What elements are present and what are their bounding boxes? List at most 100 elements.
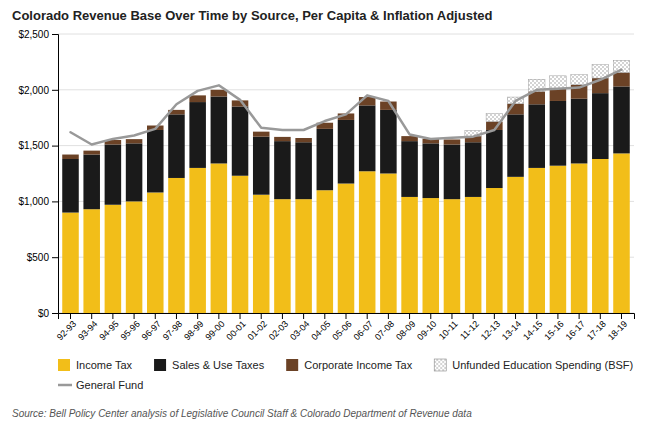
bar <box>592 93 609 159</box>
bar <box>317 190 334 313</box>
tick-mark <box>52 257 58 258</box>
bar <box>189 168 206 313</box>
tick-label: 18-19 <box>606 319 629 342</box>
tick: 93-94 <box>76 313 99 342</box>
tick-label: 95-96 <box>119 319 142 342</box>
bar <box>232 176 249 313</box>
bar <box>274 136 291 137</box>
tick-mark <box>303 313 304 319</box>
tick-label: 16-17 <box>564 319 587 342</box>
tick: $1,000 <box>18 196 58 207</box>
tick-mark <box>282 313 283 319</box>
tick-label: 12-13 <box>479 319 502 342</box>
bar <box>83 150 100 151</box>
tick: 06-07 <box>352 313 375 342</box>
legend-swatch <box>434 359 446 371</box>
tick: 16-17 <box>564 313 587 342</box>
bar <box>83 209 100 313</box>
tick-mark <box>52 34 58 35</box>
bar <box>401 141 418 197</box>
tick-mark <box>70 313 71 319</box>
bar <box>338 120 355 184</box>
legend-item: Unfunded Education Spending (BSF) <box>434 359 633 371</box>
legend-item: Sales & Use Taxes <box>154 359 265 371</box>
tick-mark <box>218 313 219 319</box>
bar <box>338 184 355 313</box>
bar <box>465 142 482 197</box>
bar <box>147 125 164 126</box>
tick: 14-15 <box>521 313 544 342</box>
tick: 04-05 <box>309 313 332 342</box>
bar <box>62 155 79 159</box>
bar <box>189 95 206 102</box>
bar <box>126 139 143 140</box>
tick: 99-00 <box>203 313 226 342</box>
bar-series <box>465 60 630 136</box>
tick: $1,500 <box>18 140 58 151</box>
legend-item: Income Tax <box>58 359 133 371</box>
y-axis: $0$500$1,000$1,500$2,000$2,500 <box>18 29 58 319</box>
grid <box>58 34 634 313</box>
bar <box>444 144 461 199</box>
tick: 00-01 <box>224 313 247 342</box>
bar <box>232 107 249 176</box>
legend-swatch <box>286 359 298 371</box>
bar <box>423 198 440 313</box>
bar <box>62 213 79 313</box>
plot: $0$500$1,000$1,500$2,000$2,50092-9393-94… <box>18 29 634 342</box>
bar <box>168 114 185 178</box>
tick-label: 17-18 <box>585 319 608 342</box>
bar-series <box>62 73 630 159</box>
bar <box>274 199 291 313</box>
tick: 02-03 <box>267 313 290 342</box>
bar <box>444 199 461 313</box>
legend-label: Corporate Income Tax <box>304 359 413 371</box>
chart: $0$500$1,000$1,500$2,000$2,50092-9393-94… <box>0 0 650 425</box>
bar <box>465 197 482 313</box>
tick-mark <box>388 313 389 319</box>
tick-label: 05-06 <box>330 319 353 342</box>
bar <box>105 144 122 204</box>
tick-label: 02-03 <box>267 319 290 342</box>
tick-label: $1,000 <box>18 196 49 207</box>
tick-label: 04-05 <box>309 319 332 342</box>
bar <box>274 137 291 141</box>
bar <box>189 102 206 168</box>
bar <box>550 166 567 313</box>
x-axis: 92-9393-9494-9595-9696-9797-9898-9999-00… <box>55 313 635 342</box>
legend-item: Corporate Income Tax <box>286 359 413 371</box>
tick-label: 96-97 <box>140 319 163 342</box>
bar <box>83 155 100 210</box>
tick-mark <box>324 313 325 319</box>
tick-mark <box>52 90 58 91</box>
tick-mark <box>52 313 58 314</box>
bar <box>571 75 588 85</box>
tick-mark <box>52 201 58 202</box>
tick: 97-98 <box>161 313 184 342</box>
tick-label: 08-09 <box>394 319 417 342</box>
bar <box>528 104 545 168</box>
bar <box>592 159 609 313</box>
legend-label: General Fund <box>76 379 143 391</box>
tick-label: 07-08 <box>373 319 396 342</box>
bar <box>613 153 630 313</box>
bar <box>359 105 376 171</box>
tick-mark <box>346 313 347 319</box>
bar <box>423 143 440 198</box>
bar <box>507 177 524 313</box>
tick: 94-95 <box>97 313 120 342</box>
tick-label: 13-14 <box>500 319 523 342</box>
bar <box>253 131 270 132</box>
tick-mark <box>600 313 601 319</box>
bar <box>486 130 503 188</box>
tick-mark <box>367 313 368 319</box>
bar <box>147 192 164 313</box>
bar <box>168 178 185 313</box>
bar <box>211 163 228 313</box>
bar-series <box>62 86 630 212</box>
title: Colorado Revenue Base Over Time by Sourc… <box>12 8 492 23</box>
tick-label: 03-04 <box>288 319 311 342</box>
legend: Income Tax Sales & Use Taxes Corporate Inc… <box>58 359 633 391</box>
tick: $2,000 <box>18 85 58 96</box>
tick-label: 99-00 <box>203 319 226 342</box>
